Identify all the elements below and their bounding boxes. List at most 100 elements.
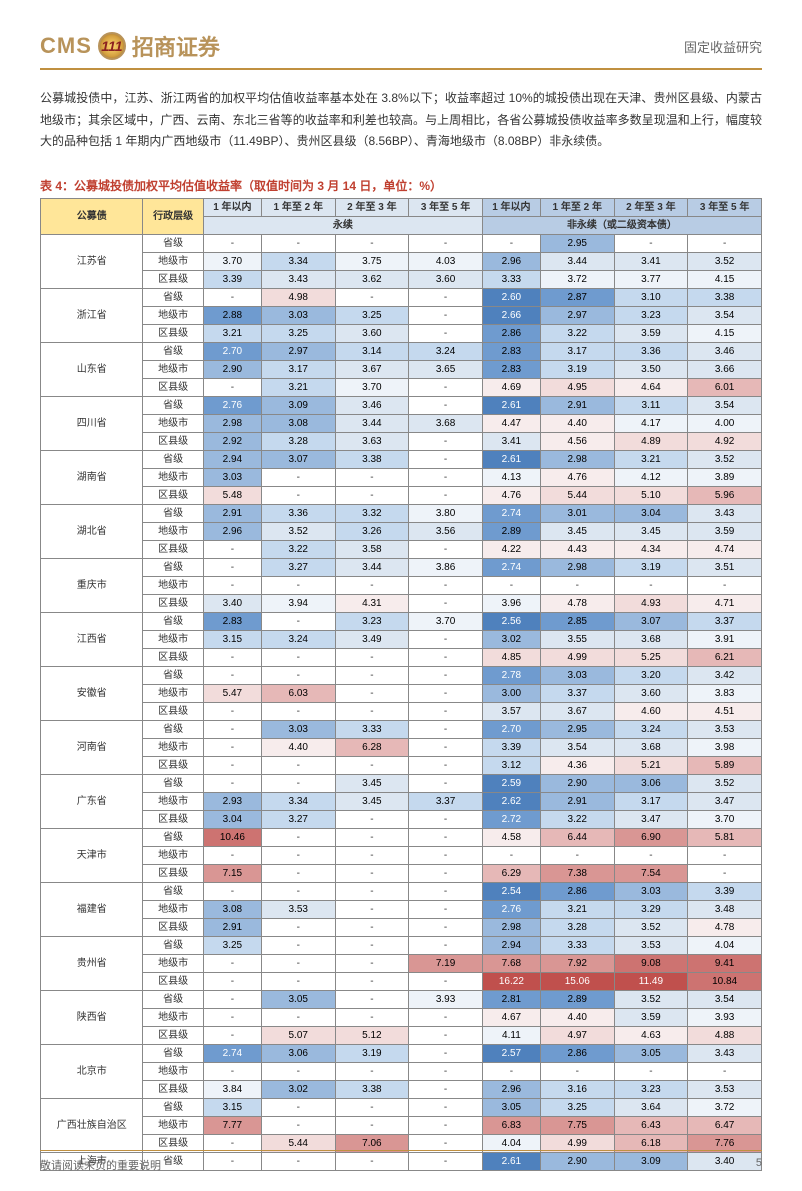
value-cell: 3.53: [261, 900, 335, 918]
value-cell: 4.97: [540, 1026, 614, 1044]
province-cell: 重庆市: [41, 558, 143, 612]
value-cell: -: [203, 720, 261, 738]
yield-table: 公募债 行政层级 1 年以内 1 年至 2 年 2 年至 3 年 3 年至 5 …: [40, 198, 762, 1171]
table-row: 北京市省级2.743.063.19-2.572.863.053.43: [41, 1044, 762, 1062]
value-cell: 7.75: [540, 1116, 614, 1134]
province-cell: 福建省: [41, 882, 143, 936]
value-cell: 9.41: [688, 954, 762, 972]
province-cell: 天津市: [41, 828, 143, 882]
table-row: 河南省省级-3.033.33-2.702.953.243.53: [41, 720, 762, 738]
value-cell: 3.15: [203, 630, 261, 648]
value-cell: 3.05: [482, 1098, 540, 1116]
value-cell: 3.62: [335, 270, 409, 288]
value-cell: -: [261, 756, 335, 774]
level-cell: 省级: [143, 774, 203, 792]
value-cell: 6.29: [482, 864, 540, 882]
value-cell: 3.94: [261, 594, 335, 612]
value-cell: -: [203, 288, 261, 306]
footer: 敬请阅读末页的重要说明 5: [40, 1150, 762, 1173]
table-row: 地级市2.963.523.263.562.893.453.453.59: [41, 522, 762, 540]
value-cell: 3.06: [261, 1044, 335, 1062]
value-cell: 4.93: [614, 594, 688, 612]
level-cell: 区县级: [143, 486, 203, 504]
header-category: 固定收益研究: [684, 37, 762, 56]
value-cell: 2.98: [482, 918, 540, 936]
value-cell: -: [409, 1026, 483, 1044]
table-row: 区县级3.403.944.31-3.964.784.934.71: [41, 594, 762, 612]
province-cell: 河南省: [41, 720, 143, 774]
value-cell: 4.78: [540, 594, 614, 612]
value-cell: -: [409, 1098, 483, 1116]
value-cell: -: [688, 576, 762, 594]
value-cell: 3.70: [688, 810, 762, 828]
table-row: 区县级3.393.433.623.603.333.723.774.15: [41, 270, 762, 288]
value-cell: -: [203, 738, 261, 756]
level-cell: 区县级: [143, 972, 203, 990]
value-cell: 2.97: [540, 306, 614, 324]
level-cell: 区县级: [143, 810, 203, 828]
value-cell: 4.63: [614, 1026, 688, 1044]
th-35y-b: 3 年至 5 年: [688, 198, 762, 216]
value-cell: 3.64: [614, 1098, 688, 1116]
value-cell: 3.20: [614, 666, 688, 684]
value-cell: 3.33: [540, 936, 614, 954]
value-cell: 2.62: [482, 792, 540, 810]
province-cell: 山东省: [41, 342, 143, 396]
table-row: 重庆市省级-3.273.443.862.742.983.193.51: [41, 558, 762, 576]
value-cell: -: [335, 1098, 409, 1116]
value-cell: 3.04: [614, 504, 688, 522]
value-cell: -: [409, 1008, 483, 1026]
province-cell: 江苏省: [41, 234, 143, 288]
table-title: 表 4：公募城投债加权平均估值收益率（取值时间为 3 月 14 日，单位：%）: [40, 177, 762, 194]
value-cell: 2.98: [540, 558, 614, 576]
value-cell: -: [409, 918, 483, 936]
table-row: 地级市2.933.343.453.372.622.913.173.47: [41, 792, 762, 810]
value-cell: 4.13: [482, 468, 540, 486]
value-cell: 3.67: [335, 360, 409, 378]
table-row: 区县级-5.075.12-4.114.974.634.88: [41, 1026, 762, 1044]
value-cell: 3.51: [688, 558, 762, 576]
value-cell: -: [203, 702, 261, 720]
value-cell: 4.95: [540, 378, 614, 396]
level-cell: 区县级: [143, 378, 203, 396]
value-cell: 3.28: [261, 432, 335, 450]
province-cell: 湖北省: [41, 504, 143, 558]
value-cell: 6.47: [688, 1116, 762, 1134]
footer-note: 敬请阅读末页的重要说明: [40, 1157, 161, 1173]
value-cell: 4.64: [614, 378, 688, 396]
value-cell: -: [409, 288, 483, 306]
value-cell: 3.70: [409, 612, 483, 630]
province-cell: 湖南省: [41, 450, 143, 504]
value-cell: -: [335, 288, 409, 306]
value-cell: -: [261, 234, 335, 252]
value-cell: 3.58: [335, 540, 409, 558]
value-cell: 3.83: [688, 684, 762, 702]
value-cell: 5.07: [261, 1026, 335, 1044]
value-cell: -: [335, 810, 409, 828]
value-cell: 2.72: [482, 810, 540, 828]
value-cell: 2.81: [482, 990, 540, 1008]
value-cell: -: [203, 756, 261, 774]
value-cell: 2.70: [482, 720, 540, 738]
value-cell: -: [409, 648, 483, 666]
value-cell: 3.40: [203, 594, 261, 612]
value-cell: 3.54: [688, 396, 762, 414]
level-cell: 区县级: [143, 648, 203, 666]
value-cell: 4.22: [482, 540, 540, 558]
value-cell: 4.15: [688, 270, 762, 288]
level-cell: 区县级: [143, 756, 203, 774]
value-cell: -: [409, 702, 483, 720]
value-cell: -: [409, 1062, 483, 1080]
value-cell: 3.66: [688, 360, 762, 378]
level-cell: 省级: [143, 1044, 203, 1062]
value-cell: 2.98: [540, 450, 614, 468]
value-cell: 5.96: [688, 486, 762, 504]
value-cell: 3.37: [688, 612, 762, 630]
value-cell: 4.89: [614, 432, 688, 450]
value-cell: 6.01: [688, 378, 762, 396]
value-cell: -: [203, 558, 261, 576]
value-cell: 2.96: [203, 522, 261, 540]
value-cell: -: [335, 972, 409, 990]
value-cell: 3.80: [409, 504, 483, 522]
value-cell: -: [203, 234, 261, 252]
